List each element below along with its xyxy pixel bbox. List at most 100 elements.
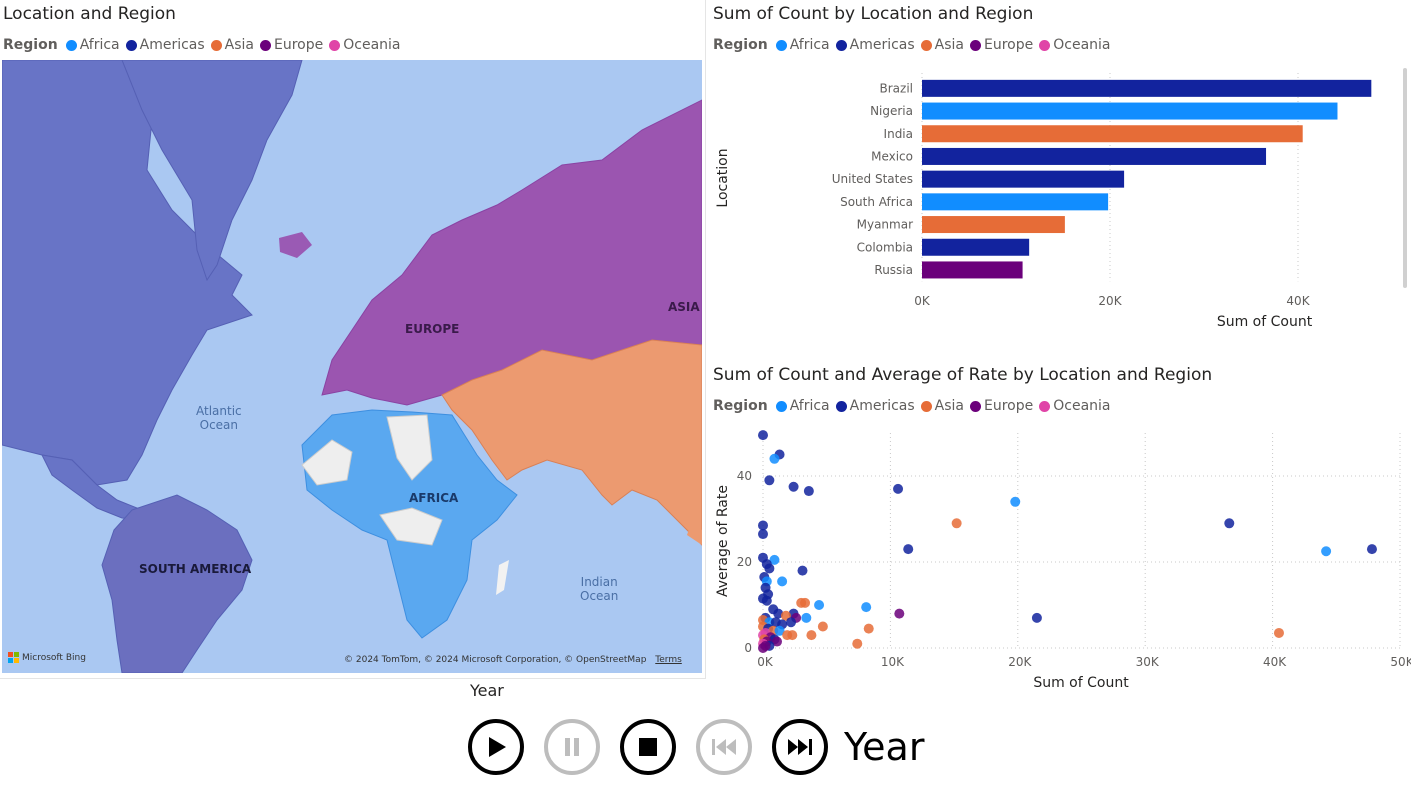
category-label: Myanmar	[857, 218, 913, 232]
legend-item-asia[interactable]: Asia	[920, 37, 964, 53]
x-tick-label: 50K	[1390, 655, 1411, 669]
legend-item-oceania[interactable]: Oceania	[1039, 37, 1111, 53]
scatter-chart[interactable]: 0K 10K 20K 30K 40K 50K 0 20 40 Sum of Count Averag…	[706, 420, 1411, 698]
y-tick-label: 20	[737, 555, 752, 569]
legend-item-africa[interactable]: Africa	[775, 37, 830, 53]
map-canvas[interactable]	[2, 60, 702, 673]
bar-chart-legend: Region Africa Americas Asia Europe Ocean…	[713, 37, 1117, 53]
data-point[interactable]	[1366, 544, 1377, 555]
data-point[interactable]	[769, 453, 780, 464]
y-tick-label: 40	[737, 469, 752, 483]
legend-dot	[970, 39, 982, 51]
data-point[interactable]	[803, 486, 814, 497]
data-point[interactable]	[761, 595, 772, 606]
data-point[interactable]	[817, 621, 828, 632]
data-point[interactable]	[788, 481, 799, 492]
data-point[interactable]	[758, 529, 768, 540]
legend-dot	[970, 400, 982, 412]
no-data-region	[379, 507, 443, 546]
legend-label: Oceania	[1053, 398, 1111, 414]
legend-item-asia[interactable]: Asia	[920, 398, 964, 414]
legend-item-oceania[interactable]: Oceania	[329, 37, 401, 53]
data-point[interactable]	[758, 430, 768, 441]
data-point[interactable]	[786, 617, 797, 628]
pause-icon	[565, 738, 579, 756]
europe-region[interactable]	[321, 99, 702, 406]
asia-region[interactable]	[441, 339, 702, 546]
map-label-atlantic-ocean: Atlantic Ocean	[196, 404, 242, 432]
data-point[interactable]	[1273, 627, 1284, 638]
bar-chart[interactable]: 0K 20K 40K Brazil Nigeria India Mexico United S…	[706, 60, 1411, 340]
y-axis-title: Location	[715, 148, 731, 207]
x-tick-label: 0K	[757, 655, 774, 669]
greenland-region[interactable]	[121, 60, 303, 282]
legend-item-africa[interactable]: Africa	[775, 398, 830, 414]
data-point[interactable]	[787, 630, 798, 641]
stop-button[interactable]	[620, 719, 676, 775]
legend-item-americas[interactable]: Americas	[835, 37, 915, 53]
data-point[interactable]	[797, 565, 808, 576]
south-america-region[interactable]	[101, 494, 253, 673]
terms-link[interactable]: Terms	[655, 655, 682, 665]
play-axis-controls: Year	[468, 719, 924, 775]
bar[interactable]	[922, 216, 1065, 234]
bar[interactable]	[922, 102, 1338, 120]
legend-title: Region	[713, 398, 768, 414]
data-point[interactable]	[777, 576, 788, 587]
bar[interactable]	[922, 193, 1109, 211]
legend-item-asia[interactable]: Asia	[210, 37, 254, 53]
x-tick-label: 10K	[881, 655, 905, 669]
legend-item-americas[interactable]: Americas	[125, 37, 205, 53]
data-point[interactable]	[1224, 518, 1235, 529]
next-icon	[788, 739, 812, 755]
legend-item-europe[interactable]: Europe	[970, 37, 1033, 53]
data-point[interactable]	[806, 630, 817, 641]
category-label: United States	[832, 172, 913, 186]
data-point[interactable]	[852, 638, 863, 649]
data-point[interactable]	[769, 554, 780, 565]
data-point[interactable]	[893, 483, 904, 494]
legend-item-americas[interactable]: Americas	[835, 398, 915, 414]
legend-item-europe[interactable]: Europe	[970, 398, 1033, 414]
next-button[interactable]	[772, 719, 828, 775]
pause-button[interactable]	[544, 719, 600, 775]
world-map[interactable]: EUROPE ASIA AFRICA SOUTH AMERICA Atlanti…	[2, 60, 702, 673]
data-point[interactable]	[758, 643, 768, 653]
data-point[interactable]	[903, 544, 914, 555]
legend-item-africa[interactable]: Africa	[65, 37, 120, 53]
scatter-chart-title: Sum of Count and Average of Rate by Loca…	[713, 365, 1213, 385]
bar[interactable]	[922, 147, 1267, 165]
bar[interactable]	[922, 238, 1030, 256]
data-point[interactable]	[894, 608, 905, 619]
legend-item-oceania[interactable]: Oceania	[1039, 398, 1111, 414]
data-point[interactable]	[758, 520, 768, 531]
data-point[interactable]	[773, 608, 784, 619]
legend-dot	[329, 39, 341, 51]
bing-brand-text: Microsoft Bing	[22, 652, 86, 663]
asia-islands-region	[687, 520, 702, 545]
previous-button[interactable]	[696, 719, 752, 775]
data-point[interactable]	[861, 602, 872, 613]
data-point[interactable]	[774, 625, 785, 636]
bar[interactable]	[922, 261, 1023, 279]
data-point[interactable]	[764, 563, 775, 574]
iceland-region[interactable]	[279, 232, 312, 258]
data-point[interactable]	[951, 518, 962, 529]
data-point[interactable]	[764, 475, 775, 486]
map-label-africa: AFRICA	[409, 491, 459, 505]
bar[interactable]	[922, 125, 1303, 143]
legend-dot	[920, 400, 932, 412]
play-button[interactable]	[468, 719, 524, 775]
bar[interactable]	[922, 170, 1125, 188]
data-point[interactable]	[863, 623, 874, 634]
data-point[interactable]	[801, 612, 812, 623]
data-point[interactable]	[1010, 496, 1021, 507]
data-point[interactable]	[1031, 612, 1042, 623]
data-point[interactable]	[814, 600, 825, 610]
data-point[interactable]	[800, 597, 811, 608]
data-point[interactable]	[772, 636, 783, 647]
legend-item-europe[interactable]: Europe	[260, 37, 323, 53]
data-point[interactable]	[1321, 546, 1332, 557]
scatter-chart-legend: Region Africa Americas Asia Europe Ocean…	[713, 398, 1117, 414]
bar[interactable]	[922, 79, 1372, 97]
